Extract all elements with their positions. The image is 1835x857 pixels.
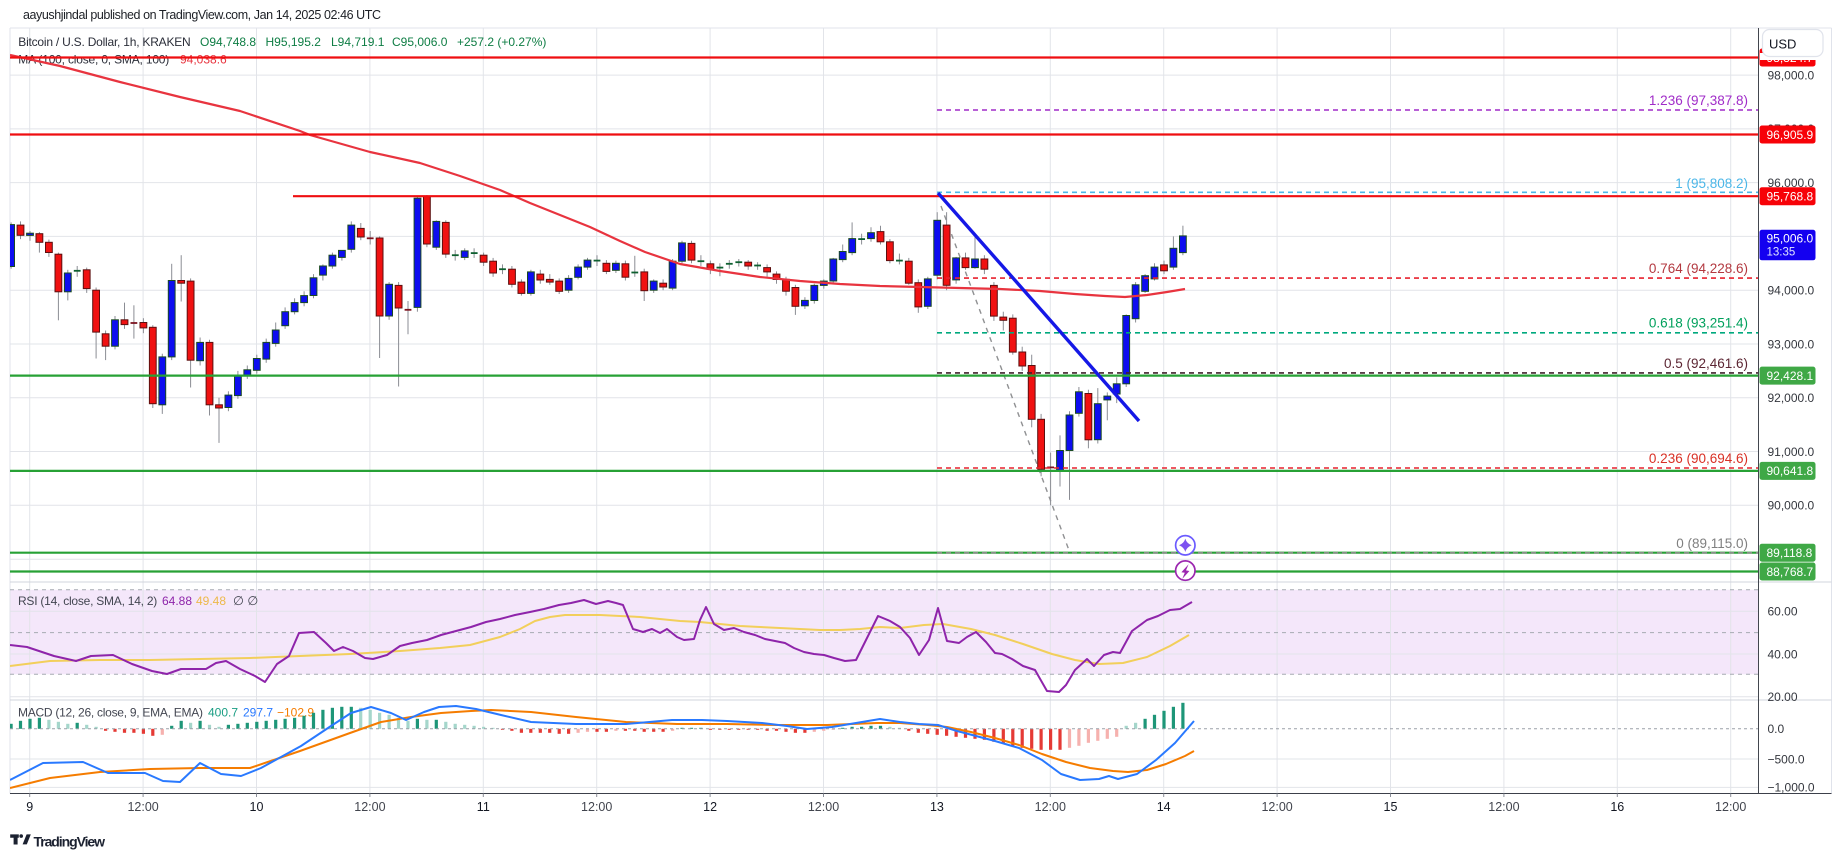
svg-text:60.00: 60.00 — [1768, 605, 1798, 619]
svg-text:96,000.0: 96,000.0 — [1768, 176, 1815, 190]
svg-text:98,000.0: 98,000.0 — [1768, 68, 1815, 82]
svg-text:88,768.7: 88,768.7 — [1767, 565, 1814, 579]
svg-text:11: 11 — [477, 800, 490, 814]
svg-text:−1,000.0: −1,000.0 — [1768, 781, 1815, 795]
svg-text:0.5 (92,461.6): 0.5 (92,461.6) — [1664, 356, 1748, 371]
svg-text:40.00: 40.00 — [1768, 647, 1798, 661]
svg-text:15: 15 — [1384, 800, 1398, 814]
svg-text:89,118.8: 89,118.8 — [1767, 546, 1813, 560]
svg-text:0.618 (93,251.4): 0.618 (93,251.4) — [1649, 316, 1748, 331]
svg-text:20.00: 20.00 — [1768, 690, 1798, 704]
svg-text:1 (95,808.2): 1 (95,808.2) — [1675, 176, 1748, 191]
svg-text:0.0: 0.0 — [1768, 722, 1785, 736]
svg-text:13: 13 — [930, 800, 944, 814]
svg-text:12:00: 12:00 — [1261, 800, 1292, 814]
svg-text:297.7: 297.7 — [243, 706, 273, 720]
svg-text:12:00: 12:00 — [127, 800, 158, 814]
svg-text:12:00: 12:00 — [1488, 800, 1519, 814]
svg-text:94,038.6: 94,038.6 — [180, 53, 227, 67]
svg-text:92,000.0: 92,000.0 — [1768, 391, 1815, 405]
svg-text:H95,195.2: H95,195.2 — [266, 35, 322, 49]
svg-text:0 (89,115.0): 0 (89,115.0) — [1676, 536, 1748, 551]
svg-text:91,000.0: 91,000.0 — [1768, 445, 1815, 459]
svg-text:12: 12 — [703, 800, 717, 814]
svg-text:Bitcoin / U.S. Dollar, 1h, KRA: Bitcoin / U.S. Dollar, 1h, KRAKEN — [18, 35, 190, 49]
svg-text:MACD (12, 26, close, 9, EMA, E: MACD (12, 26, close, 9, EMA, EMA) — [18, 706, 203, 720]
svg-text:12:00: 12:00 — [354, 800, 385, 814]
svg-text:10: 10 — [250, 800, 264, 814]
svg-text:TradingView: TradingView — [34, 834, 106, 850]
svg-text:C95,006.0: C95,006.0 — [392, 35, 448, 49]
svg-text:0.764 (94,228.6): 0.764 (94,228.6) — [1649, 261, 1748, 276]
svg-text:93,000.0: 93,000.0 — [1768, 337, 1815, 351]
svg-text:13:35: 13:35 — [1767, 246, 1796, 258]
svg-text:USD: USD — [1769, 37, 1796, 52]
svg-text:L94,719.1: L94,719.1 — [331, 35, 385, 49]
svg-text:−102.9: −102.9 — [277, 706, 314, 720]
svg-text:∅ ∅: ∅ ∅ — [233, 594, 258, 608]
svg-text:−500.0: −500.0 — [1768, 752, 1805, 766]
svg-text:49.48: 49.48 — [196, 594, 226, 608]
svg-text:12:00: 12:00 — [1715, 800, 1746, 814]
svg-text:+257.2 (+0.27%): +257.2 (+0.27%) — [457, 35, 546, 49]
svg-text:90,641.8: 90,641.8 — [1767, 464, 1814, 478]
svg-text:92,428.1: 92,428.1 — [1767, 369, 1814, 383]
svg-text:MA (100, close, 0, SMA, 100): MA (100, close, 0, SMA, 100) — [18, 53, 169, 67]
svg-text:RSI (14, close, SMA, 14, 2): RSI (14, close, SMA, 14, 2) — [18, 594, 157, 608]
svg-text:400.7: 400.7 — [208, 706, 238, 720]
svg-text:94,000.0: 94,000.0 — [1768, 284, 1815, 298]
svg-text:aayushjindal published on Trad: aayushjindal published on TradingView.co… — [23, 8, 381, 22]
svg-text:90,000.0: 90,000.0 — [1768, 499, 1815, 513]
svg-text:O94,748.8: O94,748.8 — [200, 35, 256, 49]
svg-text:96,905.9: 96,905.9 — [1767, 128, 1814, 142]
svg-text:14: 14 — [1157, 800, 1171, 814]
svg-text:12:00: 12:00 — [1035, 800, 1066, 814]
svg-text:12:00: 12:00 — [581, 800, 612, 814]
svg-text:12:00: 12:00 — [808, 800, 839, 814]
svg-text:95,006.0: 95,006.0 — [1767, 232, 1814, 246]
svg-text:16: 16 — [1610, 800, 1624, 814]
svg-text:9: 9 — [26, 800, 33, 814]
svg-text:95,768.8: 95,768.8 — [1767, 190, 1814, 204]
svg-text:64.88: 64.88 — [162, 594, 192, 608]
svg-text:1.236 (97,387.8): 1.236 (97,387.8) — [1649, 93, 1748, 108]
svg-text:0.236 (90,694.6): 0.236 (90,694.6) — [1649, 451, 1748, 466]
